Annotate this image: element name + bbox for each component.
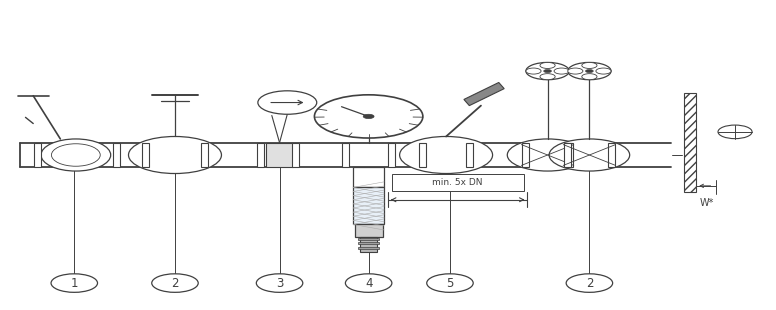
Text: 2: 2 [586,277,593,290]
Circle shape [526,68,541,74]
Circle shape [256,274,303,292]
Bar [522,143,529,167]
Bar [566,143,573,167]
Bar [564,143,571,167]
Bar [608,143,615,167]
Circle shape [568,62,611,80]
Circle shape [152,274,198,292]
Ellipse shape [51,144,100,166]
Circle shape [363,114,374,119]
Text: 5: 5 [446,277,454,290]
Bar [353,188,384,224]
Bar [392,174,524,191]
Circle shape [586,69,594,73]
Bar [355,224,383,237]
Bar [419,143,426,167]
Circle shape [314,95,423,138]
Text: min. 5x DN: min. 5x DN [432,178,483,187]
Circle shape [568,68,583,74]
Bar [360,237,377,252]
Bar [34,143,41,167]
Text: W*: W* [700,198,715,208]
Bar [358,242,379,244]
Text: 3: 3 [275,277,283,290]
Circle shape [427,274,473,292]
Circle shape [129,136,221,174]
Bar [292,143,299,167]
Circle shape [582,62,597,69]
Circle shape [582,74,597,80]
Circle shape [718,125,752,139]
Bar [358,238,379,240]
Bar [353,167,384,188]
Circle shape [540,74,555,80]
Circle shape [544,69,552,73]
Circle shape [51,274,98,292]
Bar [257,143,264,167]
Bar [142,143,149,167]
Circle shape [549,139,629,171]
Circle shape [400,136,493,174]
Bar [388,143,395,167]
Circle shape [508,139,588,171]
Text: 4: 4 [365,277,372,290]
Polygon shape [464,82,504,106]
Text: 2: 2 [171,277,178,290]
Text: 1: 1 [71,277,78,290]
Circle shape [596,68,611,74]
Bar [265,143,293,167]
Circle shape [345,274,392,292]
Bar [466,143,473,167]
Circle shape [540,62,555,69]
Bar [342,143,349,167]
Bar [201,143,208,167]
Ellipse shape [41,139,111,171]
Circle shape [526,62,570,80]
Circle shape [554,68,570,74]
Bar [113,143,120,167]
Circle shape [566,274,612,292]
Bar [684,93,696,192]
Bar [358,247,379,249]
Circle shape [258,91,317,114]
